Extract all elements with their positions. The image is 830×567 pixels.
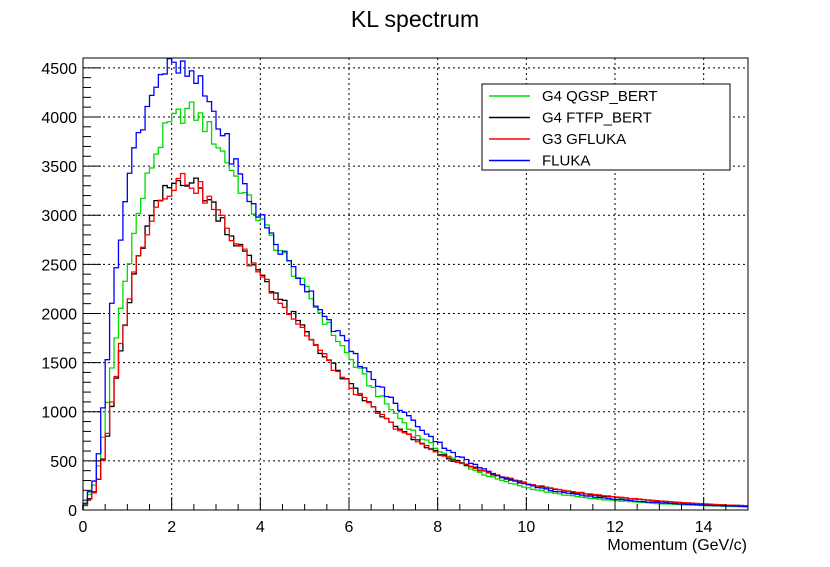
y-tick-labels: 0 500 1000 1500 2000 2500 3000 3500 4000 4500 bbox=[41, 61, 77, 520]
y-tick-label: 4000 bbox=[41, 110, 77, 127]
x-tick-label: 14 bbox=[695, 519, 713, 536]
x-tick-label: 4 bbox=[256, 519, 265, 536]
y-tick-label: 0 bbox=[68, 503, 77, 520]
x-tick-labels: 0 2 4 6 8 10 12 14 bbox=[79, 519, 713, 536]
chart-title: KL spectrum bbox=[351, 6, 479, 32]
y-tick-label: 2500 bbox=[41, 257, 77, 274]
series-line-g3-gfluka bbox=[82, 172, 748, 510]
y-tick-label: 1000 bbox=[41, 405, 77, 422]
legend-entry: G3 GFLUKA bbox=[542, 131, 626, 148]
axis-ticks bbox=[82, 67, 727, 511]
x-tick-label: 6 bbox=[345, 519, 354, 536]
legend-entry: G4 FTFP_BERT bbox=[542, 110, 652, 127]
y-tick-label: 3000 bbox=[41, 208, 77, 225]
y-tick-label: 1500 bbox=[41, 356, 77, 373]
legend-box bbox=[481, 83, 731, 171]
series-line-fluka bbox=[82, 58, 748, 510]
y-tick-label: 2000 bbox=[41, 306, 77, 323]
x-tick-label: 2 bbox=[167, 519, 176, 536]
legend: G4 QGSP_BERT G4 FTFP_BERT G3 GFLUKA FLUKA bbox=[481, 83, 731, 171]
y-tick-label: 500 bbox=[50, 454, 77, 471]
legend-entry: FLUKA bbox=[542, 153, 590, 170]
y-tick-label: 4500 bbox=[41, 61, 77, 78]
x-tick-label: 8 bbox=[433, 519, 442, 536]
x-tick-label: 10 bbox=[517, 519, 535, 536]
series-group bbox=[82, 58, 748, 510]
x-tick-label: 12 bbox=[606, 519, 624, 536]
x-tick-label: 0 bbox=[79, 519, 88, 536]
legend-entry: G4 QGSP_BERT bbox=[542, 88, 658, 105]
x-axis-label: Momentum (GeV/c) bbox=[607, 537, 747, 554]
y-tick-label: 3500 bbox=[41, 159, 77, 176]
